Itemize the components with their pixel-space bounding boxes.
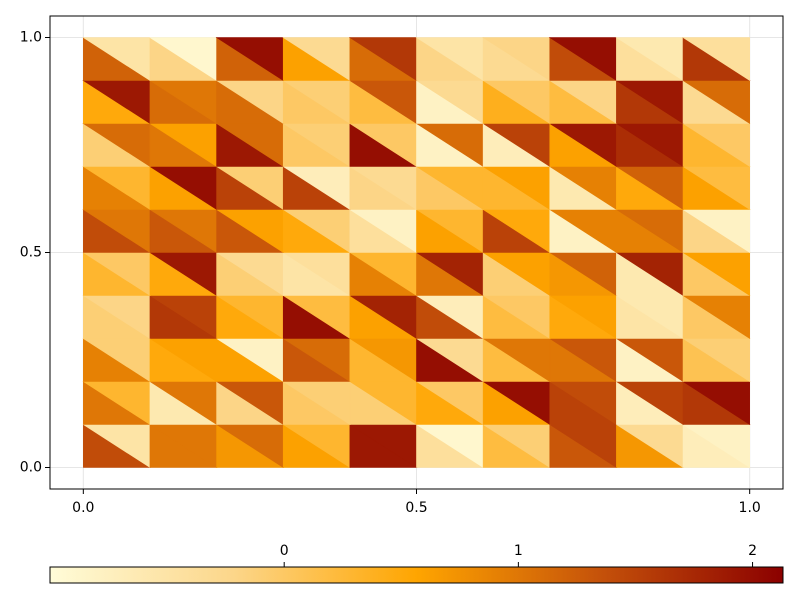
x-tick-label: 0.5: [405, 500, 427, 516]
colorbar-tick-label: 0: [280, 543, 289, 559]
y-tick-label: 0.5: [20, 245, 42, 261]
y-tick-label: 1.0: [20, 30, 42, 46]
x-tick-label: 0.0: [72, 500, 94, 516]
colorbar-tick-label: 2: [748, 543, 757, 559]
y-tick-label: 0.0: [20, 460, 42, 476]
x-tick-label: 1.0: [739, 500, 761, 516]
mesh-triangle: [682, 37, 750, 82]
colorbar: [49, 566, 784, 584]
colorbar-tick-label: 1: [514, 543, 523, 559]
